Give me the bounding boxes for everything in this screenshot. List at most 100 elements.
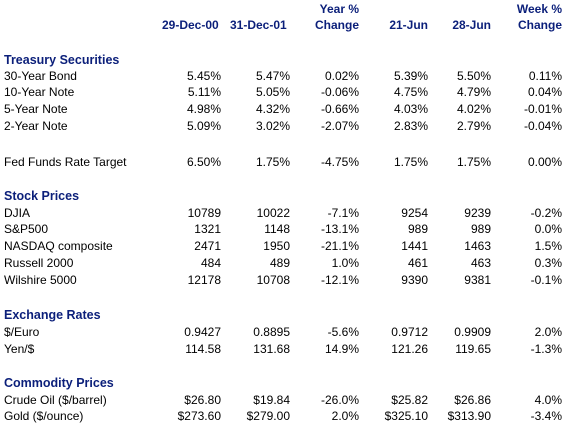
section-title-exchange: Exchange Rates xyxy=(4,308,101,322)
cell: -7.1% xyxy=(327,206,359,220)
table-row: Gold ($/ounce) $273.60 $279.00 2.0% $325… xyxy=(0,408,566,424)
cell: 5.11% xyxy=(187,85,221,99)
cell: 9381 xyxy=(464,273,491,287)
cell: 0.9712 xyxy=(391,325,428,339)
cell: 9390 xyxy=(401,273,428,287)
cell: 0.3% xyxy=(534,256,562,270)
cell: 4.02% xyxy=(456,102,491,116)
cell: 0.8895 xyxy=(253,325,290,339)
cell: 463 xyxy=(470,256,491,270)
section-title-stocks: Stock Prices xyxy=(4,189,80,203)
cell: 1.5% xyxy=(534,239,562,253)
cell: 0.11% xyxy=(528,69,562,83)
cell: 2.79% xyxy=(456,119,491,133)
cell: 489 xyxy=(269,256,290,270)
cell: 461 xyxy=(407,256,428,270)
cell: 2.0% xyxy=(534,325,562,339)
cell: 5.09% xyxy=(186,119,221,133)
table-row: 5-Year Note 4.98% 4.32% -0.66% 4.03% 4.0… xyxy=(0,101,566,117)
row-label: Gold ($/ounce) xyxy=(4,409,84,423)
cell: 4.79% xyxy=(456,85,491,99)
table-row: DJIA 10789 10022 -7.1% 9254 9239 -0.2% xyxy=(0,205,566,221)
row-label: Crude Oil ($/barrel) xyxy=(4,393,107,407)
header-date-3: 21-Jun xyxy=(389,18,428,32)
table-row: Crude Oil ($/barrel) $26.80 $19.84 -26.0… xyxy=(0,392,566,408)
cell: 1.75% xyxy=(255,155,290,169)
cell: 4.03% xyxy=(393,102,428,116)
row-label: 10-Year Note xyxy=(4,85,75,99)
row-label: NASDAQ composite xyxy=(4,239,113,253)
cell: -5.6% xyxy=(327,325,359,339)
cell: 4.75% xyxy=(393,85,428,99)
cell: 1.75% xyxy=(393,155,428,169)
cell: 5.05% xyxy=(255,85,290,99)
cell: 10789 xyxy=(187,206,221,220)
cell: 9239 xyxy=(464,206,491,220)
cell: 1.75% xyxy=(456,155,491,169)
header-year-change-line1: Year % xyxy=(319,2,359,16)
cell: $25.82 xyxy=(391,393,428,407)
header-week-change-line1: Week % xyxy=(516,2,562,16)
row-label: 2-Year Note xyxy=(4,119,68,133)
cell: -0.2% xyxy=(530,206,562,220)
cell: 1.0% xyxy=(331,256,359,270)
cell: 1441 xyxy=(401,239,428,253)
row-label: Yen/$ xyxy=(4,342,35,356)
cell: 5.45% xyxy=(186,69,221,83)
cell: 121.26 xyxy=(391,342,428,356)
row-label: S&P500 xyxy=(4,222,49,236)
cell: 14.9% xyxy=(324,342,359,356)
cell: $279.00 xyxy=(246,409,290,423)
cell: 119.65 xyxy=(455,342,491,356)
cell: 1463 xyxy=(464,239,491,253)
cell: $26.80 xyxy=(184,393,221,407)
cell: 0.00% xyxy=(527,155,562,169)
cell: 0.9427 xyxy=(184,325,221,339)
table-row: 30-Year Bond 5.45% 5.47% 0.02% 5.39% 5.5… xyxy=(0,68,566,84)
cell: -21.1% xyxy=(320,239,359,253)
table-row: $/Euro 0.9427 0.8895 -5.6% 0.9712 0.9909… xyxy=(0,324,566,340)
cell: -13.1% xyxy=(320,222,359,236)
table-row: S&P500 1321 1148 -13.1% 989 989 0.0% xyxy=(0,221,566,237)
cell: 131.68 xyxy=(253,342,290,356)
cell: 1950 xyxy=(263,239,290,253)
cell: $273.60 xyxy=(177,409,221,423)
header-week-change-line2: Change xyxy=(517,18,562,32)
cell: 1321 xyxy=(194,222,221,236)
cell: $26.86 xyxy=(454,393,491,407)
cell: -1.3% xyxy=(530,342,562,356)
cell: $19.84 xyxy=(253,393,290,407)
row-label: DJIA xyxy=(4,206,31,220)
cell: 4.0% xyxy=(534,393,562,407)
section-title-commodity: Commodity Prices xyxy=(4,376,114,390)
cell: 989 xyxy=(470,222,491,236)
header-date-1: 29-Dec-00 xyxy=(162,18,219,32)
cell: 5.47% xyxy=(255,69,290,83)
cell: 0.9909 xyxy=(454,325,491,339)
cell: 10022 xyxy=(256,206,290,220)
table-row: Yen/$ 114.58 131.68 14.9% 121.26 119.65 … xyxy=(0,341,566,357)
cell: -0.06% xyxy=(320,85,359,99)
header-date-2: 31-Dec-01 xyxy=(230,18,287,32)
header-date-4: 28-Jun xyxy=(452,18,491,32)
cell: -2.07% xyxy=(320,119,359,133)
table-row: Wilshire 5000 12178 10708 -12.1% 9390 93… xyxy=(0,272,566,288)
cell: -4.75% xyxy=(320,155,359,169)
table-row: 2-Year Note 5.09% 3.02% -2.07% 2.83% 2.7… xyxy=(0,118,566,134)
cell: -26.0% xyxy=(320,393,359,407)
row-label: Wilshire 5000 xyxy=(4,273,77,287)
cell: 114.58 xyxy=(185,342,221,356)
cell: 5.39% xyxy=(393,69,428,83)
cell: 10708 xyxy=(256,273,290,287)
row-label: 30-Year Bond xyxy=(4,69,77,83)
cell: 12178 xyxy=(187,273,221,287)
table-row: 10-Year Note 5.11% 5.05% -0.06% 4.75% 4.… xyxy=(0,84,566,100)
cell: 484 xyxy=(200,256,221,270)
cell: 2471 xyxy=(194,239,221,253)
cell: -12.1% xyxy=(320,273,359,287)
cell: -0.1% xyxy=(530,273,562,287)
cell: -3.4% xyxy=(530,409,562,423)
row-label: 5-Year Note xyxy=(4,102,68,116)
cell: 2.83% xyxy=(393,119,428,133)
cell: 3.02% xyxy=(255,119,290,133)
